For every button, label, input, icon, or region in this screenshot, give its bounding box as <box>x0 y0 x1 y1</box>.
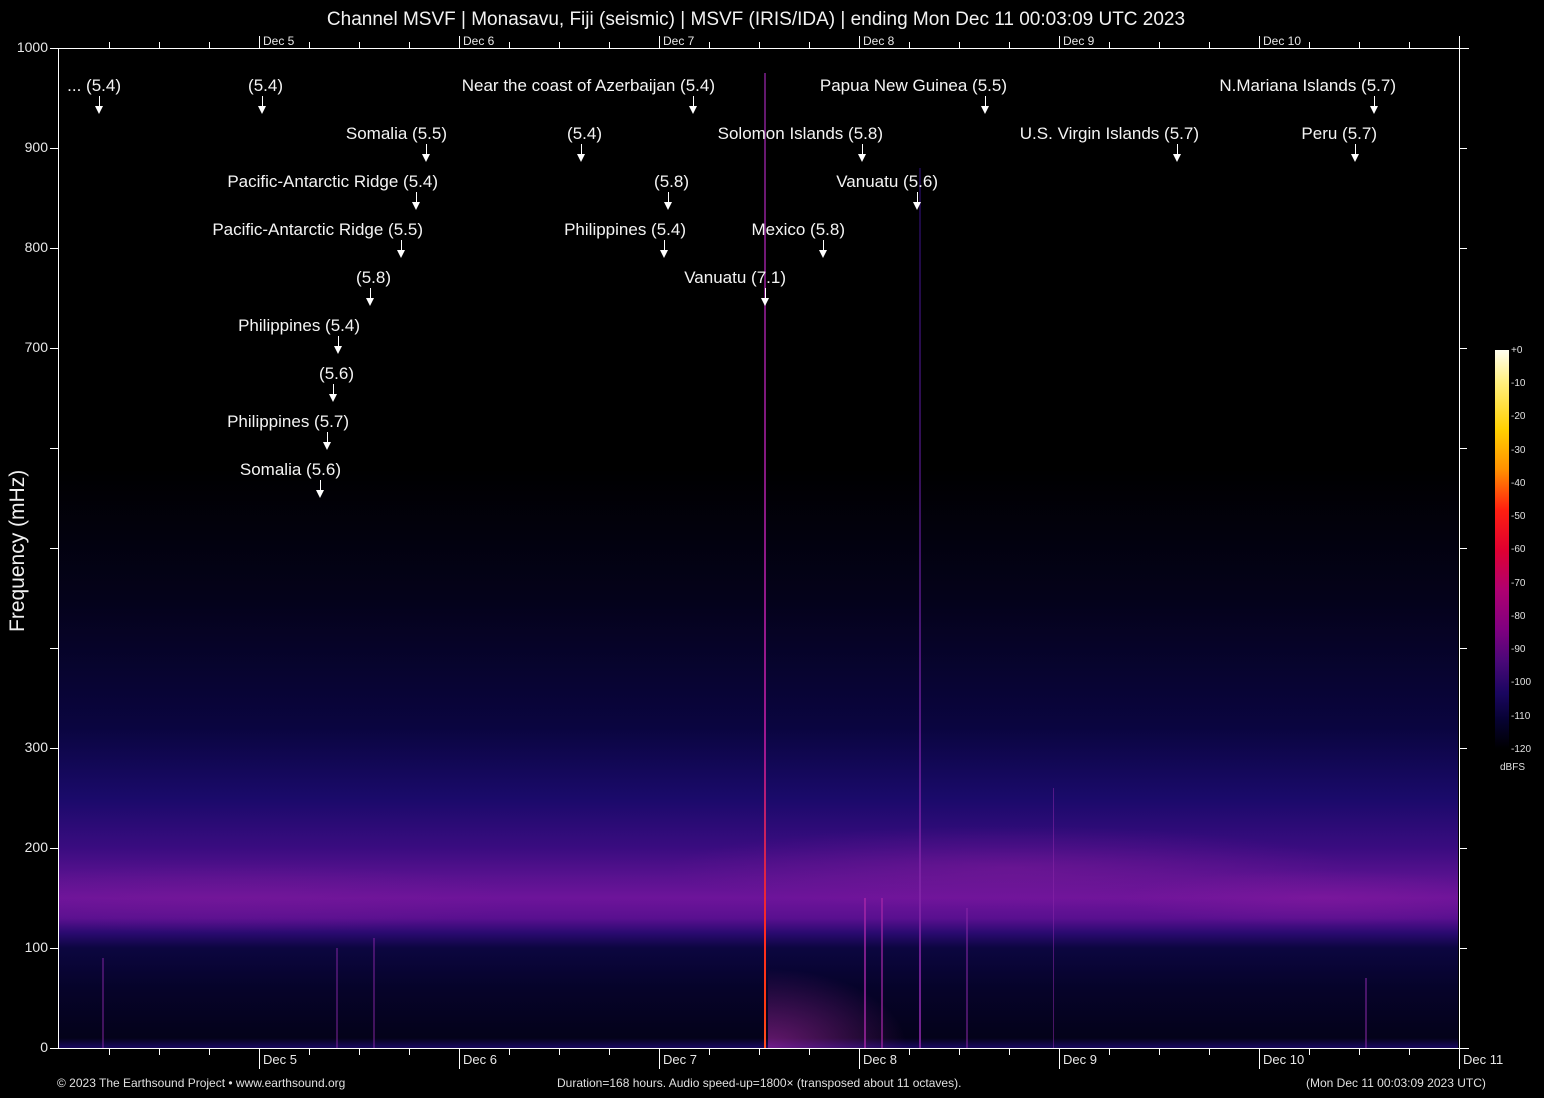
y-label: 700 <box>24 339 48 355</box>
x-label: Dec 6 <box>463 34 495 48</box>
vanuatu-7-1-signal <box>764 73 766 1048</box>
x-label: Dec 6 <box>463 1052 497 1067</box>
arrow-down-icon <box>366 288 374 306</box>
colorbar-label: -40 <box>1511 478 1526 489</box>
x-label: Dec 9 <box>1063 1052 1097 1067</box>
event-label: Somalia (5.5) <box>345 124 447 143</box>
x-label: Dec 11 <box>1463 1052 1504 1067</box>
event-signal <box>373 938 375 1048</box>
top-axis <box>58 48 1469 49</box>
y-label: 100 <box>24 939 48 955</box>
event-label: ... (5.4) <box>67 76 121 95</box>
arrow-down-icon <box>577 144 585 162</box>
arrow-down-icon <box>329 384 337 402</box>
event-label: Solomon Islands (5.8) <box>717 124 883 143</box>
arrow-down-icon <box>323 432 331 450</box>
arrow-down-icon <box>761 288 769 306</box>
x-label: Dec 8 <box>863 1052 897 1067</box>
end-time-text: (Mon Dec 11 00:03:09 2023 UTC) <box>1306 1076 1486 1090</box>
duration-text: Duration=168 hours. Audio speed-up=1800×… <box>557 1076 962 1090</box>
bottom-axis <box>58 1048 1469 1049</box>
y-label: 0 <box>40 1039 48 1055</box>
arrow-down-icon <box>258 96 266 114</box>
aftershock-coda <box>768 968 908 1048</box>
event-label: Mexico (5.8) <box>751 220 845 239</box>
x-label: Dec 7 <box>663 1052 697 1067</box>
event-label: (5.4) <box>248 76 283 95</box>
arrow-down-icon <box>1173 144 1181 162</box>
event-signal <box>919 168 921 1048</box>
spectrogram-texture <box>58 48 1458 1048</box>
arrow-down-icon <box>1370 96 1378 114</box>
arrow-down-icon <box>422 144 430 162</box>
y-label: 200 <box>24 839 48 855</box>
arrow-down-icon <box>397 240 405 258</box>
arrow-down-icon <box>858 144 866 162</box>
colorbar-label: -120 <box>1511 744 1532 755</box>
colorbar-label: -80 <box>1511 611 1526 622</box>
x-label: Dec 5 <box>263 1052 297 1067</box>
x-label: Dec 8 <box>863 34 895 48</box>
event-label: Pacific-Antarctic Ridge (5.4) <box>227 172 438 191</box>
event-label: Philippines (5.4) <box>564 220 686 239</box>
event-signal <box>102 958 104 1048</box>
event-label: Philippines (5.4) <box>238 316 360 335</box>
y-label: 1000 <box>16 39 48 55</box>
y-label: 900 <box>24 139 48 155</box>
arrow-down-icon <box>664 192 672 210</box>
arrow-down-icon <box>660 240 668 258</box>
colorbar-label: -10 <box>1511 378 1526 389</box>
x-label: Dec 5 <box>263 34 295 48</box>
event-label: N.Mariana Islands (5.7) <box>1219 76 1396 95</box>
event-label: Philippines (5.7) <box>227 412 349 431</box>
spectrogram-plot <box>58 48 1458 1048</box>
colorbar-label: -100 <box>1511 677 1532 688</box>
event-signal <box>1365 978 1367 1048</box>
arrow-down-icon <box>981 96 989 114</box>
arrow-down-icon <box>689 96 697 114</box>
arrow-down-icon <box>95 96 103 114</box>
x-label: Dec 7 <box>663 34 695 48</box>
colorbar-label: -50 <box>1511 511 1526 522</box>
arrow-down-icon <box>819 240 827 258</box>
event-label: Vanuatu (7.1) <box>684 268 786 287</box>
chart-title: Channel MSVF | Monasavu, Fiji (seismic) … <box>326 9 1186 30</box>
event-label: Vanuatu (5.6) <box>836 172 938 191</box>
x-label: Dec 10 <box>1263 34 1302 48</box>
event-signal <box>336 948 338 1048</box>
colorbar-unit: dBFS <box>1500 762 1526 773</box>
arrow-down-icon <box>913 192 921 210</box>
event-label: Peru (5.7) <box>1301 124 1377 143</box>
event-label: Papua New Guinea (5.5) <box>819 76 1007 95</box>
event-label: (5.4) <box>567 124 602 143</box>
event-label: Somalia (5.6) <box>239 460 341 479</box>
colorbar-label: -30 <box>1511 445 1526 456</box>
event-label: (5.8) <box>654 172 689 191</box>
colorbar-label: -110 <box>1511 711 1531 722</box>
y-axis-title: Frequency (mHz) <box>6 469 29 632</box>
colorbar <box>1495 350 1509 749</box>
copyright-text: © 2023 The Earthsound Project • www.eart… <box>57 1076 346 1090</box>
event-label: Near the coast of Azerbaijan (5.4) <box>461 76 715 95</box>
colorbar-label: -20 <box>1511 411 1526 422</box>
y-label: 800 <box>24 239 48 255</box>
event-label: U.S. Virgin Islands (5.7) <box>1019 124 1199 143</box>
colorbar-label: -60 <box>1511 544 1526 555</box>
arrow-down-icon <box>412 192 420 210</box>
event-label: (5.6) <box>319 364 354 383</box>
colorbar-label: -70 <box>1511 578 1526 589</box>
colorbar-label: -90 <box>1511 644 1526 655</box>
event-signal <box>966 908 968 1048</box>
arrow-down-icon <box>316 480 324 498</box>
colorbar-label: +0 <box>1511 345 1523 356</box>
event-label: (5.8) <box>356 268 391 287</box>
x-label: Dec 10 <box>1263 1052 1305 1067</box>
event-signal <box>1053 788 1054 1048</box>
event-label: Pacific-Antarctic Ridge (5.5) <box>212 220 423 239</box>
left-axis <box>58 48 59 1048</box>
arrow-down-icon <box>1351 144 1359 162</box>
arrow-down-icon <box>334 336 342 354</box>
x-label: Dec 9 <box>1063 34 1095 48</box>
y-label: 300 <box>24 739 48 755</box>
